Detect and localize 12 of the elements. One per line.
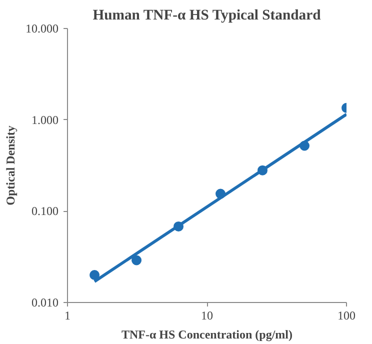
point: [132, 255, 142, 266]
y-tick-label: 0.100: [32, 204, 58, 218]
y-axis-title: Optical Density: [4, 126, 18, 206]
x-axis-title: TNF-α HS Concentration (pg/ml): [121, 328, 293, 342]
y-tick-label: 10.000: [26, 22, 58, 36]
y-tick-label: 0.010: [32, 296, 58, 310]
y-tick-label: 1.000: [32, 112, 58, 127]
x-tick-label: 100: [338, 308, 356, 322]
chart-title: Human TNF-α HS Typical Standard: [92, 8, 321, 24]
x-tick-label: 10: [201, 308, 213, 322]
x-tick-label: 1: [64, 308, 70, 322]
point: [90, 270, 100, 280]
